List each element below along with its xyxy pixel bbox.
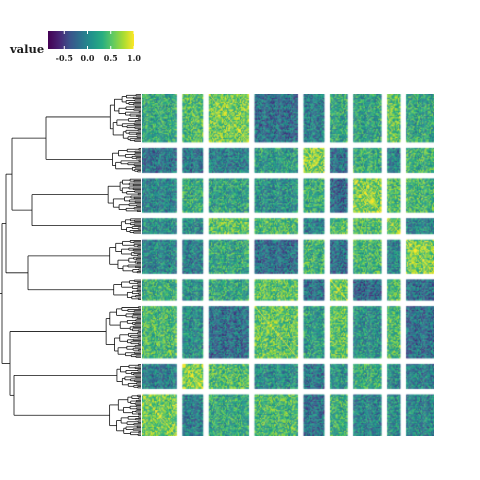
- legend-tick-label: 0.0: [80, 53, 95, 63]
- colorbar-fill: [48, 31, 134, 49]
- legend-title: value: [10, 42, 45, 56]
- row-dendrogram: [0, 94, 141, 436]
- color-legend: value -0.5 0.0 0.5 1.0: [0, 0, 160, 70]
- legend-tick-label: -0.5: [55, 53, 73, 63]
- colorbar: [48, 31, 134, 49]
- legend-tick-label: 0.5: [103, 53, 118, 63]
- heatmap-grid: [142, 94, 434, 436]
- legend-tick-label: 1.0: [127, 53, 141, 63]
- colorbar-gradient: [48, 31, 134, 49]
